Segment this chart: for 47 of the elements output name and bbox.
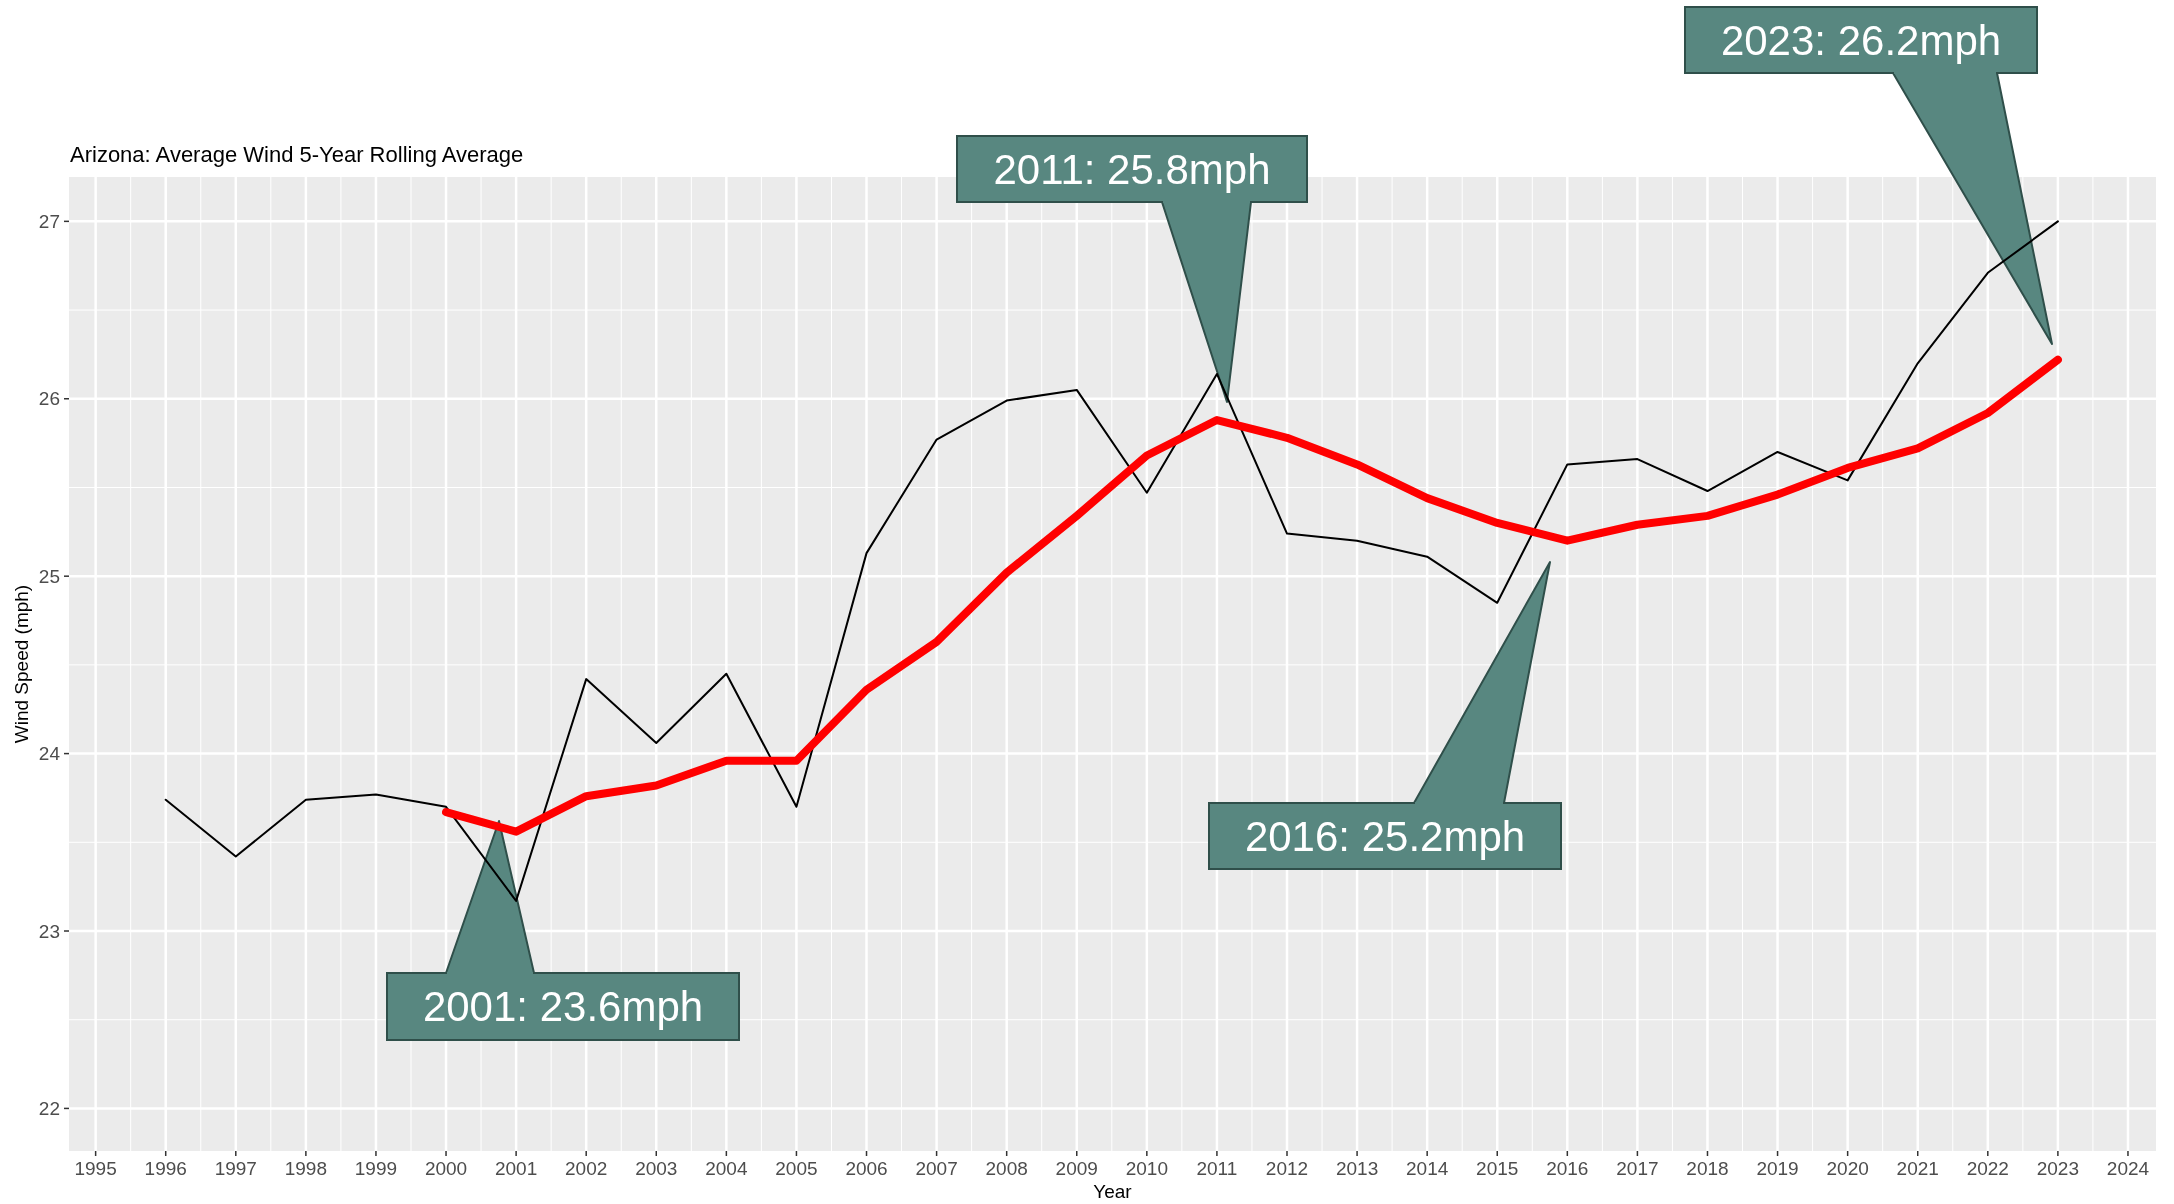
x-tick-label: 2003: [635, 1158, 678, 1179]
x-tick-label: 2005: [775, 1158, 818, 1179]
x-axis-title: Year: [1093, 1181, 1133, 1202]
x-tick-label: 1998: [284, 1158, 328, 1179]
y-tick-label: 26: [38, 388, 60, 410]
callout-box: 2023: 26.2mph: [1684, 6, 2053, 345]
x-tick-label: 1997: [214, 1158, 257, 1179]
x-tick-label: 2013: [1335, 1158, 1379, 1179]
y-tick-label: 23: [38, 920, 60, 942]
x-tick-label: 2014: [1406, 1158, 1449, 1179]
x-tick-label: 2024: [2106, 1158, 2150, 1179]
x-tick-label: 2008: [985, 1158, 1028, 1179]
x-tick-label: 2022: [1966, 1158, 2009, 1179]
x-tick-label: 1995: [74, 1158, 117, 1179]
x-tick-label: 2021: [1896, 1158, 1939, 1179]
annotation: 2011: 25.8mph: [993, 145, 1271, 193]
callout-box: 2016: 25.2mph: [1208, 561, 1562, 870]
x-tick-label: 2015: [1476, 1158, 1519, 1179]
x-tick-label: 1999: [354, 1158, 398, 1179]
x-tick-label: 2018: [1686, 1158, 1729, 1179]
chart-title: Arizona: Average Wind 5-Year Rolling Average: [70, 142, 524, 167]
x-tick-label: 2004: [705, 1158, 748, 1179]
callout-box: 2001: 23.6mph: [386, 820, 740, 1041]
annotation: 2016: 25.2mph: [1244, 812, 1526, 860]
x-tick-label: 2011: [1196, 1158, 1238, 1179]
x-tick-label: 2020: [1826, 1158, 1869, 1179]
annotation: 2001: 23.6mph: [422, 983, 704, 1031]
x-tick-label: 2006: [845, 1158, 888, 1179]
x-tick-label: 2023: [2036, 1158, 2080, 1179]
line-series: [164, 220, 2059, 902]
x-tick-label: 2002: [565, 1158, 608, 1179]
x-tick-label: 2016: [1546, 1158, 1589, 1179]
callout-box: 2011: 25.8mph: [956, 135, 1308, 403]
y-tick-label: 22: [38, 1098, 60, 1120]
x-tick-label: 2007: [915, 1158, 958, 1179]
x-tick-label: 2009: [1055, 1158, 1098, 1179]
y-tick-label: 27: [38, 211, 60, 232]
x-tick-label: 2012: [1265, 1158, 1309, 1179]
y-axis-title: Wind Speed (mph): [11, 584, 32, 744]
x-tick-label: 2019: [1756, 1158, 1799, 1179]
y-tick-label: 24: [38, 743, 61, 765]
x-tick-label: 2001: [494, 1158, 538, 1179]
x-tick-label: 2000: [424, 1158, 468, 1179]
x-tick-label: 2010: [1125, 1158, 1168, 1179]
x-tick-label: 2017: [1616, 1158, 1659, 1179]
y-tick-label: 25: [38, 565, 60, 587]
x-tick-label: 1996: [144, 1158, 187, 1179]
